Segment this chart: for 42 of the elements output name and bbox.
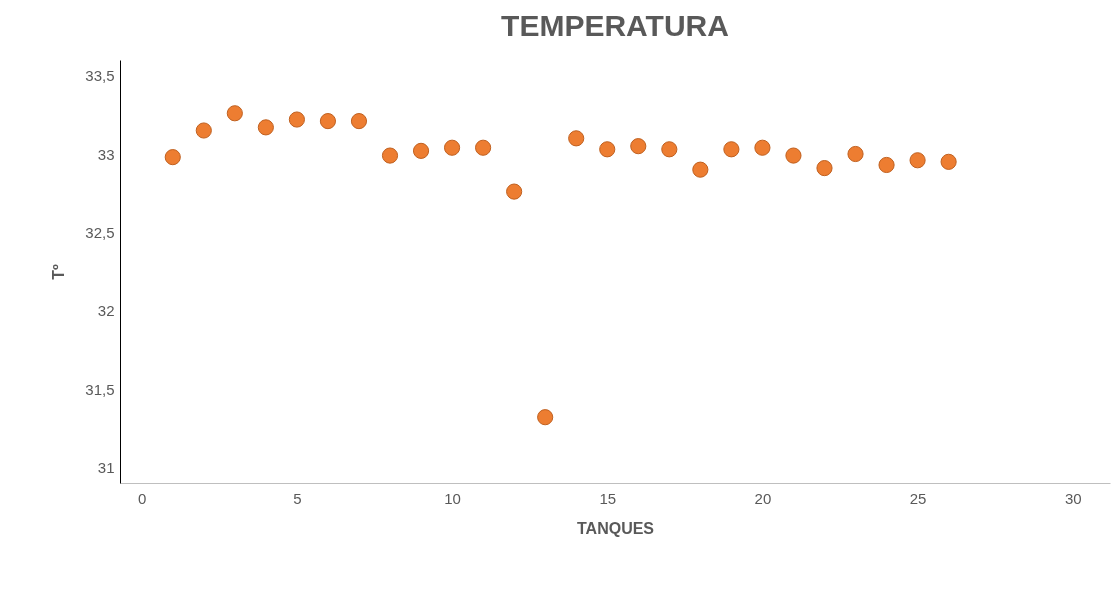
x-tick-label: 10 xyxy=(444,489,461,507)
point xyxy=(506,183,523,200)
point xyxy=(816,160,833,177)
point xyxy=(226,105,243,122)
point xyxy=(257,119,274,136)
point xyxy=(319,113,337,130)
point xyxy=(195,122,212,139)
point xyxy=(785,147,802,164)
y-tick-label: 32 xyxy=(97,302,115,320)
x-tick-label: 30 xyxy=(1064,489,1082,507)
point xyxy=(412,142,430,159)
point xyxy=(443,139,461,156)
point xyxy=(381,147,399,164)
point xyxy=(350,113,368,130)
x-axis-title: TANQUES xyxy=(576,519,655,537)
point xyxy=(568,130,585,147)
point xyxy=(630,138,647,155)
y-tick-label: 33,5 xyxy=(85,67,115,85)
point xyxy=(723,141,740,158)
x-tick-label: 0 xyxy=(138,489,147,507)
point xyxy=(661,141,678,158)
y-axis-title: Tº xyxy=(50,264,68,280)
point xyxy=(940,153,957,170)
x-tick-label: 25 xyxy=(909,489,927,507)
point xyxy=(164,149,181,166)
point xyxy=(847,145,864,163)
point xyxy=(537,409,554,426)
point xyxy=(909,152,926,169)
y-tick-label: 33 xyxy=(97,145,115,163)
chart-title: TEMPERATURA xyxy=(501,9,729,42)
point xyxy=(754,139,771,156)
point xyxy=(878,156,895,174)
x-tick-label: 15 xyxy=(599,489,617,507)
point xyxy=(599,141,616,158)
y-tick-label: 31 xyxy=(97,458,115,476)
x-tick-label: 20 xyxy=(754,489,772,507)
y-tick-label: 31,5 xyxy=(85,380,115,398)
point xyxy=(288,111,305,128)
point xyxy=(475,139,492,156)
point xyxy=(692,161,709,178)
x-tick-label: 5 xyxy=(293,489,302,507)
y-tick-label: 32,5 xyxy=(85,223,115,241)
